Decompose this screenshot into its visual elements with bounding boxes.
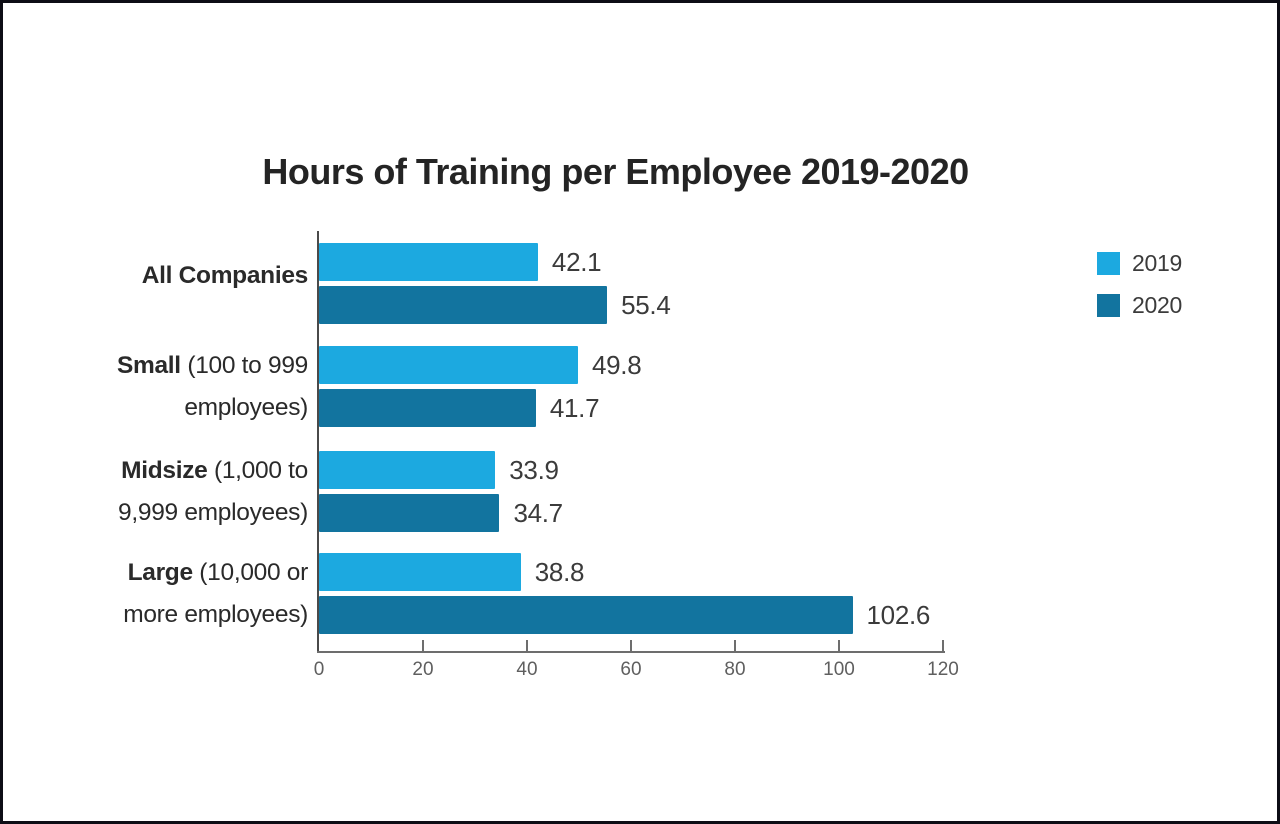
legend-label-2019: 2019: [1132, 250, 1182, 276]
bar-2020-category-1: [319, 389, 536, 427]
legend-item-2019: 2019: [1097, 250, 1182, 277]
bar-value-label: 38.8: [534, 557, 585, 587]
bar-2019-category-3: [319, 553, 521, 591]
x-axis-tick: [838, 640, 840, 651]
bar-value-label: 42.1: [551, 247, 602, 277]
bar-value-label: 49.8: [591, 350, 642, 380]
legend-item-2020: 2020: [1097, 292, 1182, 319]
category-labels: All Companies Small (100 to 999 employees)…: [33, 231, 308, 651]
category-label-0: All Companies: [141, 261, 309, 289]
x-axis-tick-label: 80: [724, 659, 746, 680]
bar-2020-category-0: [319, 286, 608, 324]
category-label-1: Small (100 to 999 employees): [116, 351, 308, 421]
x-axis-tick-label: 0: [313, 659, 325, 680]
bar-value-label: 34.7: [513, 498, 563, 528]
y-axis-line: [317, 231, 319, 651]
bar-2019-category-0: [319, 243, 538, 281]
x-axis-tick-label: 20: [412, 659, 434, 680]
category-label-2: Midsize (1,000 to 9,999 employees): [118, 456, 308, 526]
x-axis-tick-label: 40: [516, 659, 538, 680]
legend: 2019 2020: [1097, 250, 1182, 334]
bar-2019-category-2: [319, 451, 496, 489]
bar-value-label: 55.4: [621, 290, 671, 320]
x-axis-line: [317, 651, 945, 653]
bar-value-label: 102.6: [866, 600, 931, 630]
category-label-3: Large (10,000 or more employees): [123, 558, 308, 628]
x-axis-tick: [734, 640, 736, 651]
legend-label-2020: 2020: [1132, 292, 1182, 318]
chart-title: Hours of Training per Employee 2019-2020: [262, 151, 969, 192]
legend-swatch-2019: [1097, 252, 1120, 275]
bar-2020-category-2: [319, 494, 500, 532]
legend-swatch-2020: [1097, 294, 1120, 317]
x-axis-tick: [422, 640, 424, 651]
bar-2020-category-3: [319, 596, 853, 634]
x-axis-tick-label: 60: [620, 659, 642, 680]
x-axis-tick-label: 120: [927, 659, 959, 680]
bar-2019-category-1: [319, 346, 578, 384]
x-axis-tick: [630, 640, 632, 651]
x-axis-tick: [942, 640, 944, 651]
bar-value-label: 41.7: [549, 393, 600, 423]
x-axis-tick: [526, 640, 528, 651]
bar-value-label: 33.9: [509, 455, 559, 485]
x-axis-tick-label: 100: [823, 659, 855, 680]
plot-area: 42.1 55.4 49.8 41.7 33.9 34.7 38.8 102.6 0 20 40 60…: [314, 231, 959, 680]
